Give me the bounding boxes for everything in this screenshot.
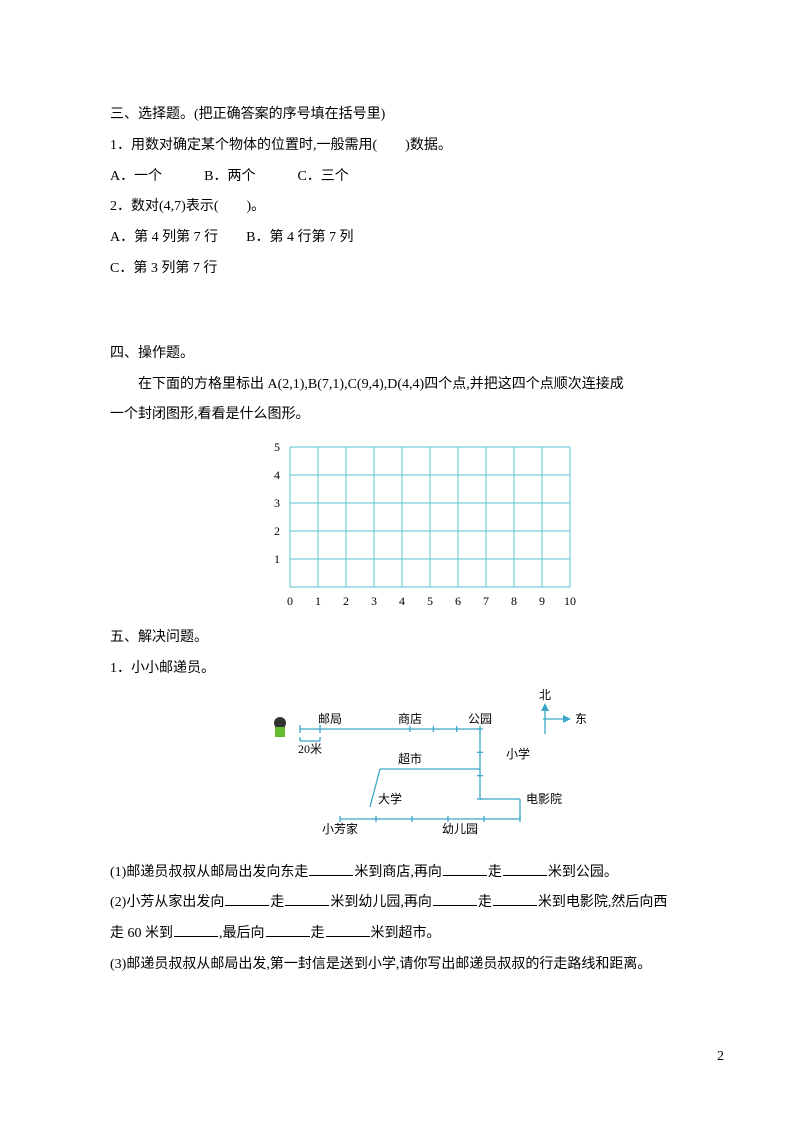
blank[interactable] xyxy=(266,922,310,937)
text: 米到幼儿园,再向 xyxy=(330,895,432,910)
svg-text:5: 5 xyxy=(274,440,280,454)
svg-text:6: 6 xyxy=(455,594,461,608)
svg-text:2: 2 xyxy=(274,524,280,538)
svg-text:电影院: 电影院 xyxy=(526,792,562,806)
svg-text:大学: 大学 xyxy=(378,791,402,806)
svg-text:公园: 公园 xyxy=(468,712,492,726)
text: 米到电影院,然后向西 xyxy=(538,895,668,910)
fillin-4: (3)邮递员叔叔从邮局出发,第一封信是送到小学,请你写出邮递员叔叔的行走路线和距… xyxy=(110,950,684,981)
blank[interactable] xyxy=(326,922,370,937)
svg-text:3: 3 xyxy=(274,496,280,510)
svg-text:邮局: 邮局 xyxy=(318,712,342,726)
svg-text:4: 4 xyxy=(399,594,405,608)
q3-1: 1．用数对确定某个物体的位置时,一般需用( )数据。 xyxy=(110,131,684,162)
blank[interactable] xyxy=(285,891,329,906)
svg-text:小学: 小学 xyxy=(506,746,530,761)
svg-text:小芳家: 小芳家 xyxy=(322,821,358,836)
blank[interactable] xyxy=(174,922,218,937)
blank[interactable] xyxy=(493,891,537,906)
q3-1-opts: A．一个 B．两个 C．三个 xyxy=(110,162,684,193)
svg-text:9: 9 xyxy=(539,594,545,608)
q3-2-optC: C．第 3 列第 7 行 xyxy=(110,254,684,285)
svg-text:超市: 超市 xyxy=(398,751,422,766)
section4-text2: 一个封闭图形,看看是什么图形。 xyxy=(110,400,684,431)
svg-text:商店: 商店 xyxy=(398,711,422,726)
text: 走 xyxy=(311,926,325,941)
svg-text:20米: 20米 xyxy=(298,742,322,756)
text: 米到公园。 xyxy=(548,865,618,880)
svg-text:10: 10 xyxy=(564,594,576,608)
section4-title: 四、操作题。 xyxy=(110,339,684,370)
text: (1)邮递员叔叔从邮局出发向东走 xyxy=(110,865,308,880)
text: 走 xyxy=(488,865,502,880)
section3-title: 三、选择题。(把正确答案的序号填在括号里) xyxy=(110,100,684,131)
fillin-1: (1)邮递员叔叔从邮局出发向东走 米到商店,再向 走 米到公园。 xyxy=(110,858,684,889)
map-diagram: 20米 邮局 商店 公园小学 超市大学小芳家 幼儿园 电影院 北东 xyxy=(260,689,684,852)
q5-1: 1．小小邮递员。 xyxy=(110,654,684,685)
fillin-3: 走 60 米到 ,最后向 走 米到超市。 xyxy=(110,919,684,950)
svg-text:5: 5 xyxy=(427,594,433,608)
svg-text:2: 2 xyxy=(343,594,349,608)
svg-text:1: 1 xyxy=(274,552,280,566)
svg-text:幼儿园: 幼儿园 xyxy=(442,822,478,836)
section5-title: 五、解决问题。 xyxy=(110,623,684,654)
text: ,最后向 xyxy=(219,926,265,941)
svg-text:8: 8 xyxy=(511,594,517,608)
blank[interactable] xyxy=(309,861,353,876)
q3-2-optsAB: A．第 4 列第 7 行 B．第 4 行第 7 列 xyxy=(110,223,684,254)
blank[interactable] xyxy=(443,861,487,876)
text: 米到商店,再向 xyxy=(354,865,442,880)
text: 走 60 米到 xyxy=(110,926,173,941)
text: 米到超市。 xyxy=(371,926,441,941)
svg-text:北: 北 xyxy=(539,689,551,702)
blank[interactable] xyxy=(503,861,547,876)
fillin-2: (2)小芳从家出发向 走 米到幼儿园,再向 走 米到电影院,然后向西 xyxy=(110,888,684,919)
svg-text:7: 7 xyxy=(483,594,489,608)
grid-chart: 54321012345678910 xyxy=(260,437,684,617)
text: 走 xyxy=(478,895,492,910)
svg-text:1: 1 xyxy=(315,594,321,608)
q3-2: 2．数对(4,7)表示( )。 xyxy=(110,192,684,223)
svg-text:0: 0 xyxy=(287,594,293,608)
text: 走 xyxy=(270,895,284,910)
section4-text1: 在下面的方格里标出 A(2,1),B(7,1),C(9,4),D(4,4)四个点… xyxy=(110,370,684,401)
blank[interactable] xyxy=(225,891,269,906)
blank[interactable] xyxy=(433,891,477,906)
svg-text:4: 4 xyxy=(274,468,280,482)
page-number: 2 xyxy=(717,1042,724,1073)
svg-text:3: 3 xyxy=(371,594,377,608)
text: (2)小芳从家出发向 xyxy=(110,895,224,910)
svg-text:东: 东 xyxy=(575,712,587,726)
